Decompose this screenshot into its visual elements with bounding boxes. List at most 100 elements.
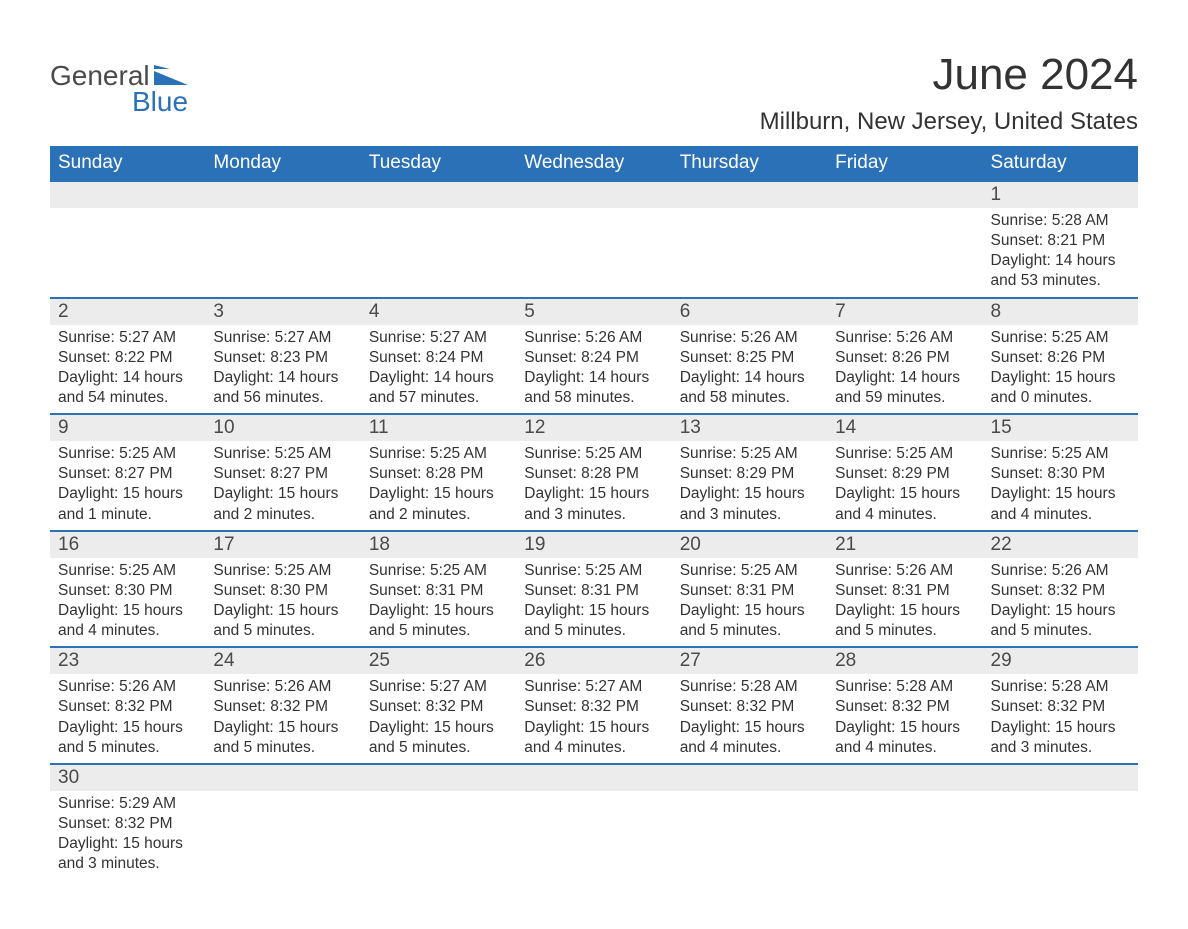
col-tuesday: Tuesday [361, 146, 516, 181]
day-ss: Sunset: 8:30 PM [213, 581, 352, 601]
day-ss: Sunset: 8:21 PM [991, 231, 1130, 251]
day-d1: Daylight: 15 hours [991, 601, 1130, 621]
day-number-cell: 24 [205, 647, 360, 674]
day-number-cell [50, 181, 205, 208]
day-d2: and 5 minutes. [369, 738, 508, 758]
day-detail-cell: Sunrise: 5:28 AMSunset: 8:21 PMDaylight:… [983, 208, 1138, 298]
day-detail-cell: Sunrise: 5:25 AMSunset: 8:28 PMDaylight:… [516, 441, 671, 531]
day-number: 27 [680, 650, 701, 671]
day-number-cell: 6 [672, 298, 827, 325]
day-sr: Sunrise: 5:26 AM [58, 677, 197, 697]
day-ss: Sunset: 8:23 PM [213, 348, 352, 368]
day-d1: Daylight: 15 hours [680, 601, 819, 621]
day-d1: Daylight: 15 hours [213, 484, 352, 504]
day-detail-cell: Sunrise: 5:27 AMSunset: 8:23 PMDaylight:… [205, 325, 360, 415]
day-d2: and 58 minutes. [524, 388, 663, 408]
day-detail-cell: Sunrise: 5:26 AMSunset: 8:24 PMDaylight:… [516, 325, 671, 415]
day-sr: Sunrise: 5:27 AM [58, 328, 197, 348]
day-detail-cell: Sunrise: 5:28 AMSunset: 8:32 PMDaylight:… [672, 674, 827, 764]
day-d1: Daylight: 14 hours [680, 368, 819, 388]
day-ss: Sunset: 8:22 PM [58, 348, 197, 368]
day-sr: Sunrise: 5:25 AM [680, 444, 819, 464]
day-number-cell: 14 [827, 414, 982, 441]
title-block: June 2024 Millburn, New Jersey, United S… [760, 50, 1138, 136]
day-number: 5 [524, 301, 535, 322]
day-d2: and 4 minutes. [524, 738, 663, 758]
day-detail-cell: Sunrise: 5:25 AMSunset: 8:28 PMDaylight:… [361, 441, 516, 531]
day-sr: Sunrise: 5:25 AM [991, 328, 1130, 348]
day-number-cell: 29 [983, 647, 1138, 674]
day-ss: Sunset: 8:32 PM [835, 697, 974, 717]
day-d1: Daylight: 15 hours [524, 718, 663, 738]
day-d1: Daylight: 15 hours [58, 484, 197, 504]
day-number: 19 [524, 534, 545, 555]
header: General Blue June 2024 Millburn, New Jer… [50, 50, 1138, 136]
day-d1: Daylight: 14 hours [369, 368, 508, 388]
logo-word2: Blue [132, 86, 188, 118]
day-number-cell: 8 [983, 298, 1138, 325]
day-detail-row: Sunrise: 5:27 AMSunset: 8:22 PM Daylight:… [50, 325, 1138, 415]
day-sr: Sunrise: 5:25 AM [213, 444, 352, 464]
day-d1: Daylight: 15 hours [835, 484, 974, 504]
day-detail-cell [50, 208, 205, 298]
day-number: 29 [991, 650, 1012, 671]
day-number: 11 [369, 417, 389, 438]
location: Millburn, New Jersey, United States [760, 108, 1138, 136]
weekday-header-row: Sunday Monday Tuesday Wednesday Thursday… [50, 146, 1138, 181]
day-sr: Sunrise: 5:26 AM [835, 328, 974, 348]
day-number-cell: 11 [361, 414, 516, 441]
day-detail-cell [205, 208, 360, 298]
day-number-cell: 28 [827, 647, 982, 674]
day-sr: Sunrise: 5:29 AM [58, 794, 197, 814]
day-sr: Sunrise: 5:26 AM [991, 561, 1130, 581]
day-detail-cell: Sunrise: 5:27 AMSunset: 8:32 PMDaylight:… [516, 674, 671, 764]
day-ss: Sunset: 8:28 PM [369, 464, 508, 484]
day-number-cell: 9 [50, 414, 205, 441]
day-ss: Sunset: 8:27 PM [213, 464, 352, 484]
day-d2: and 59 minutes. [835, 388, 974, 408]
day-detail-cell: Sunrise: 5:26 AMSunset: 8:25 PMDaylight:… [672, 325, 827, 415]
day-ss: Sunset: 8:31 PM [680, 581, 819, 601]
day-sr: Sunrise: 5:25 AM [58, 444, 197, 464]
day-detail-cell: Sunrise: 5:26 AMSunset: 8:31 PMDaylight:… [827, 558, 982, 648]
day-d2: and 4 minutes. [58, 621, 197, 641]
day-d2: and 4 minutes. [680, 738, 819, 758]
day-number-cell: 12 [516, 414, 671, 441]
day-number-cell: 3 [205, 298, 360, 325]
day-number-cell [827, 764, 982, 791]
day-d1: Daylight: 15 hours [524, 601, 663, 621]
day-number-cell [205, 181, 360, 208]
day-number: 8 [991, 301, 1002, 322]
day-sr: Sunrise: 5:27 AM [369, 677, 508, 697]
day-detail-cell: Sunrise: 5:25 AMSunset: 8:31 PMDaylight:… [516, 558, 671, 648]
day-detail-cell: Sunrise: 5:28 AMSunset: 8:32 PMDaylight:… [983, 674, 1138, 764]
day-number-cell: 18 [361, 531, 516, 558]
day-number-cell: 7 [827, 298, 982, 325]
day-sr: Sunrise: 5:26 AM [680, 328, 819, 348]
day-detail-cell: Sunrise: 5:25 AMSunset: 8:30 PMDaylight:… [205, 558, 360, 648]
day-d1: Daylight: 15 hours [213, 601, 352, 621]
col-friday: Friday [827, 146, 982, 181]
day-d2: and 1 minute. [58, 505, 197, 525]
month-title: June 2024 [760, 50, 1138, 100]
day-ss: Sunset: 8:32 PM [991, 581, 1130, 601]
day-detail-cell: Sunrise: 5:26 AMSunset: 8:32 PMDaylight:… [50, 674, 205, 764]
day-number: 22 [991, 534, 1012, 555]
day-sr: Sunrise: 5:25 AM [58, 561, 197, 581]
day-d2: and 53 minutes. [991, 271, 1130, 291]
day-detail-row: Sunrise: 5:25 AMSunset: 8:27 PMDaylight:… [50, 441, 1138, 531]
day-sr: Sunrise: 5:25 AM [524, 444, 663, 464]
day-number: 13 [680, 417, 701, 438]
day-number: 6 [680, 301, 691, 322]
day-d2: and 2 minutes. [369, 505, 508, 525]
day-d1: Daylight: 15 hours [991, 484, 1130, 504]
day-number-row: 30 [50, 764, 1138, 791]
day-number: 23 [58, 650, 79, 671]
col-thursday: Thursday [672, 146, 827, 181]
day-d1: Daylight: 15 hours [680, 718, 819, 738]
day-detail-cell [672, 791, 827, 880]
day-detail-cell: Sunrise: 5:27 AMSunset: 8:32 PMDaylight:… [361, 674, 516, 764]
day-sr: Sunrise: 5:25 AM [369, 444, 508, 464]
day-d1: Daylight: 14 hours [213, 368, 352, 388]
day-number-cell: 17 [205, 531, 360, 558]
